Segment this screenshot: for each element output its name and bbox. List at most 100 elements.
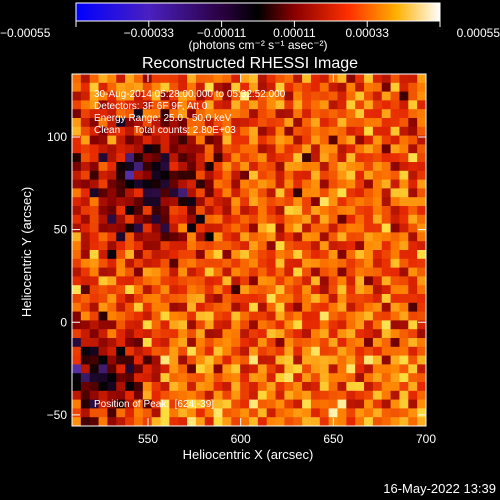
heatmap-cell bbox=[72, 144, 82, 154]
heatmap-cell bbox=[337, 390, 347, 401]
heatmap-cell bbox=[284, 162, 294, 172]
x-tick-label: 600 bbox=[231, 432, 251, 446]
heatmap-cell bbox=[257, 126, 268, 137]
heatmap-cell bbox=[169, 408, 179, 418]
heatmap-cell bbox=[399, 258, 409, 269]
heatmap-cell bbox=[275, 355, 285, 365]
heatmap-cell bbox=[169, 355, 179, 365]
heatmap-cell bbox=[328, 294, 339, 304]
heatmap-cell bbox=[284, 276, 294, 286]
heatmap-cell bbox=[364, 373, 374, 383]
heatmap-cell bbox=[355, 311, 365, 321]
heatmap-cell bbox=[72, 162, 82, 172]
heatmap-cell bbox=[231, 100, 241, 110]
heatmap-cell bbox=[125, 373, 135, 383]
heatmap-cell bbox=[319, 285, 330, 295]
heatmap-cell bbox=[364, 285, 374, 295]
heatmap-cell bbox=[302, 408, 312, 418]
heatmap-cell bbox=[284, 285, 294, 295]
heatmap-cell bbox=[98, 188, 108, 198]
heatmap-cell bbox=[417, 294, 426, 304]
heatmap-cell bbox=[417, 100, 426, 110]
heatmap-cell bbox=[257, 276, 268, 286]
heatmap-cell bbox=[390, 364, 401, 374]
heatmap-cell bbox=[257, 135, 268, 145]
heatmap-cell bbox=[142, 364, 153, 374]
heatmap-cell bbox=[249, 276, 259, 286]
heatmap-cell bbox=[355, 399, 365, 409]
heatmap-cell bbox=[275, 214, 285, 225]
heatmap-cell bbox=[399, 162, 409, 172]
heatmap-cell bbox=[266, 329, 277, 339]
heatmap-cell bbox=[98, 232, 108, 242]
heatmap-cell bbox=[372, 91, 383, 101]
heatmap-cell bbox=[169, 250, 179, 260]
heatmap-cell bbox=[381, 276, 392, 286]
heatmap-cell bbox=[275, 364, 285, 374]
heatmap-cell bbox=[249, 144, 259, 154]
heatmap-cell bbox=[80, 408, 91, 418]
heatmap-cell bbox=[310, 82, 321, 93]
heatmap-cell bbox=[372, 144, 383, 154]
heatmap-cell bbox=[302, 170, 312, 181]
heatmap-cell bbox=[310, 346, 321, 357]
heatmap-cell bbox=[116, 144, 126, 154]
heatmap-cell bbox=[346, 364, 356, 374]
heatmap-cell bbox=[133, 329, 144, 339]
heatmap-cell bbox=[266, 82, 277, 93]
heatmap-cell bbox=[390, 118, 401, 128]
heatmap-cell bbox=[275, 408, 285, 418]
heatmap-cell bbox=[187, 267, 197, 277]
heatmap-cell bbox=[222, 338, 232, 348]
heatmap-cell bbox=[346, 408, 356, 418]
heatmap-cell bbox=[195, 276, 206, 286]
heatmap-cell bbox=[337, 382, 347, 392]
heatmap-cell bbox=[266, 126, 277, 137]
heatmap-cell bbox=[328, 170, 339, 181]
heatmap-cell bbox=[204, 118, 215, 128]
heatmap-cell bbox=[116, 100, 126, 110]
heatmap-cell bbox=[364, 355, 374, 365]
heatmap-cell bbox=[337, 153, 347, 163]
heatmap-cell bbox=[266, 100, 277, 110]
heatmap-cell bbox=[222, 179, 232, 189]
heatmap-cell bbox=[408, 311, 418, 321]
heatmap-cell bbox=[98, 373, 108, 383]
heatmap-cell bbox=[302, 100, 312, 110]
heatmap-cell bbox=[72, 285, 82, 295]
heatmap-cell bbox=[390, 197, 401, 207]
heatmap-cell bbox=[417, 144, 426, 154]
heatmap-cell bbox=[195, 91, 206, 101]
heatmap-cell bbox=[107, 250, 117, 260]
heatmap-cell bbox=[266, 399, 277, 409]
heatmap-cell bbox=[249, 179, 259, 189]
heatmap-cell bbox=[80, 250, 91, 260]
heatmap-cell bbox=[408, 250, 418, 260]
heatmap-cell bbox=[98, 91, 108, 101]
heatmap-cell bbox=[187, 118, 197, 128]
heatmap-cell bbox=[257, 302, 268, 313]
heatmap-cell bbox=[116, 74, 126, 84]
heatmap-cell bbox=[319, 135, 330, 145]
heatmap-cell bbox=[355, 206, 365, 216]
heatmap-cell bbox=[284, 390, 294, 401]
heatmap-cell bbox=[195, 417, 206, 426]
heatmap-cell bbox=[328, 188, 339, 198]
heatmap-cell bbox=[80, 223, 91, 233]
heatmap-cell bbox=[372, 232, 383, 242]
heatmap-cell bbox=[364, 320, 374, 330]
heatmap-cell bbox=[390, 82, 401, 93]
heatmap-cell bbox=[319, 91, 330, 101]
heatmap-cell bbox=[187, 109, 197, 119]
heatmap-cell bbox=[293, 285, 303, 295]
heatmap-cell bbox=[364, 311, 374, 321]
heatmap-cell bbox=[399, 232, 409, 242]
heatmap-cell bbox=[142, 338, 153, 348]
heatmap-cell bbox=[204, 373, 215, 383]
heatmap-cell bbox=[390, 162, 401, 172]
heatmap-cell bbox=[125, 206, 135, 216]
heatmap-cell bbox=[72, 417, 82, 426]
heatmap-cell bbox=[204, 294, 215, 304]
heatmap-cell bbox=[98, 82, 108, 93]
heatmap-cell bbox=[408, 390, 418, 401]
